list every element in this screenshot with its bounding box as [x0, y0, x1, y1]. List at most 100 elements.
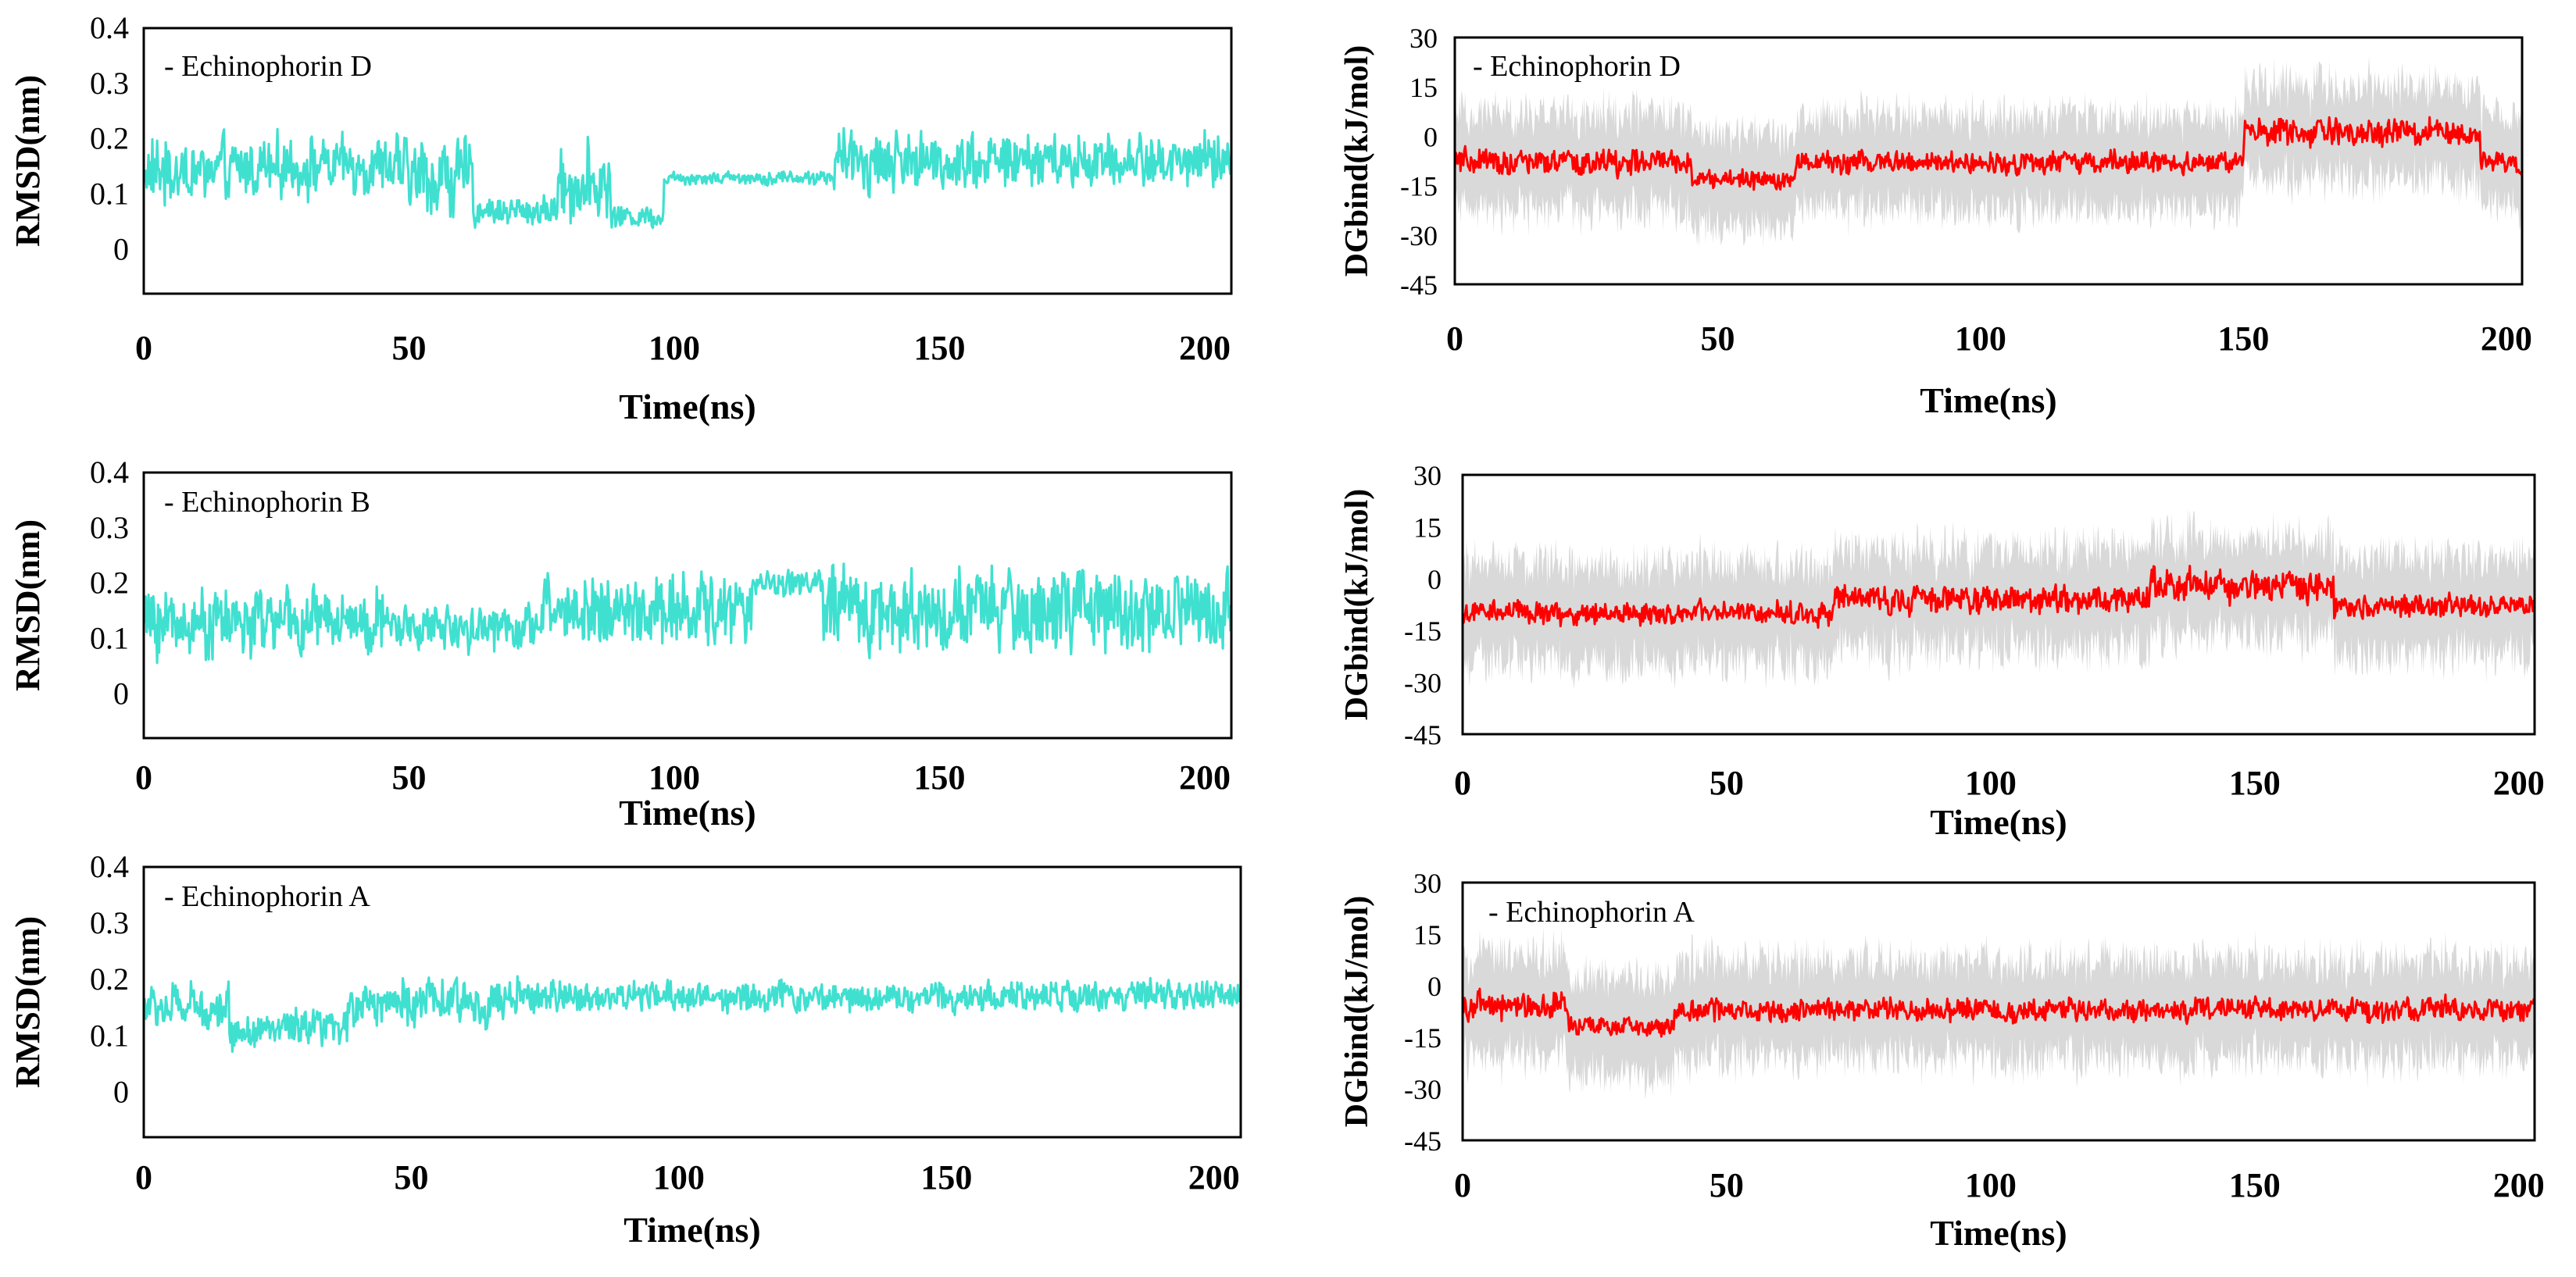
x-tick-label: 150	[920, 1158, 972, 1197]
x-tick-label: 50	[1700, 319, 1735, 358]
x-tick-label: 100	[648, 329, 700, 367]
y-tick-label: 0	[1427, 564, 1442, 595]
x-tick-label: 150	[2229, 764, 2281, 802]
y-tick-label: 0.1	[90, 177, 129, 212]
x-tick-label: 50	[394, 1158, 428, 1197]
y-tick-label: -45	[1404, 1125, 1442, 1157]
x-tick-label: 0	[135, 329, 152, 367]
series-dgbind	[1463, 987, 2535, 1038]
x-tick-label: 100	[1965, 1166, 2017, 1204]
y-tick-label: 15	[1413, 919, 1442, 951]
x-tick-label: 200	[2493, 764, 2545, 802]
chart-dg_b: 0 50 100 150 200 -45 -30 -15 0 15 30 Time(ns) DGbind…	[1339, 460, 2545, 842]
y-tick-label: 0.3	[90, 905, 129, 940]
y-tick-label: 15	[1413, 512, 1442, 543]
series-rmsd	[144, 127, 1231, 230]
y-axis-label: DGbind(kJ/mol)	[1339, 45, 1375, 276]
y-tick-label: 0	[113, 1074, 129, 1109]
x-tick-label: 100	[653, 1158, 705, 1197]
chart-dg_a: 0 50 100 150 200 -45 -30 -15 0 15 30 Time(ns) DGbind…	[1339, 868, 2545, 1253]
x-tick-label: 150	[2217, 319, 2269, 358]
series-dgbind	[1463, 565, 2535, 630]
y-tick-label: 0.3	[90, 510, 129, 545]
series-dgbind	[1455, 116, 2522, 191]
y-tick-label: 15	[1409, 72, 1438, 103]
y-tick-label: -30	[1400, 220, 1438, 251]
x-axis-label: Time(ns)	[619, 387, 756, 426]
y-axis-label: RMSD(nm)	[9, 75, 47, 247]
x-tick-label: 0	[135, 758, 152, 797]
y-tick-label: 30	[1409, 23, 1438, 54]
y-tick-label: 0	[113, 676, 129, 711]
x-tick-label: 50	[392, 758, 427, 797]
plot-frame	[1461, 881, 2536, 1142]
x-axis-label: Time(ns)	[1920, 380, 2057, 420]
y-tick-label: -30	[1404, 1074, 1442, 1105]
series-rmsd	[144, 975, 1241, 1053]
x-tick-label: 150	[914, 758, 966, 797]
legend-label: - Echinophorin A	[1488, 896, 1695, 929]
x-tick-label: 100	[1955, 319, 2006, 358]
y-tick-label: 0.4	[90, 849, 129, 884]
y-tick-label: 0.4	[90, 10, 129, 45]
x-tick-label: 0	[1454, 1166, 1471, 1204]
legend-label: - Echinophorin D	[164, 50, 372, 83]
y-tick-label: 0	[1427, 971, 1442, 1002]
plot-frame	[142, 27, 1233, 295]
y-tick-label: -45	[1404, 719, 1442, 751]
y-axis-label: RMSD(nm)	[9, 519, 47, 691]
plot-frame	[1461, 473, 2536, 736]
x-tick-label: 200	[1188, 1158, 1240, 1197]
y-tick-label: -15	[1400, 171, 1438, 202]
chart-rmsd_a: 0 50 100 150 200 0 0.1 0.2 0.3 0.4 Time(ns) RMSD(nm…	[9, 849, 1242, 1250]
y-tick-label: 0.1	[90, 621, 129, 656]
x-tick-label: 0	[135, 1158, 152, 1197]
x-tick-label: 100	[648, 758, 700, 797]
chart-rmsd_b: 0 50 100 150 200 0 0.1 0.2 0.3 0.4 Time(ns) RMSD(nm…	[9, 455, 1233, 833]
y-tick-label: 30	[1413, 460, 1442, 491]
y-tick-label: 0.2	[90, 121, 129, 156]
x-tick-label: 100	[1965, 764, 2017, 802]
legend-label: - Echinophorin B	[164, 486, 370, 519]
plot-frame	[142, 865, 1242, 1139]
y-axis-label: DGbind(kJ/mol)	[1339, 896, 1375, 1127]
x-axis-label: Time(ns)	[1930, 802, 2067, 842]
x-tick-label: 0	[1454, 764, 1471, 802]
y-tick-label: 30	[1413, 868, 1442, 899]
plot-frame	[1453, 36, 2524, 286]
legend-label: - Echinophorin D	[1473, 50, 1681, 83]
series-rmsd	[144, 562, 1231, 665]
y-axis-label: RMSD(nm)	[9, 916, 47, 1088]
x-axis-label: Time(ns)	[619, 793, 756, 833]
y-tick-label: 0.1	[90, 1018, 129, 1053]
y-tick-label: 0.2	[90, 961, 129, 997]
y-tick-label: 0.4	[90, 455, 129, 490]
x-tick-label: 50	[1710, 1166, 1744, 1204]
y-tick-label: -15	[1404, 1022, 1442, 1054]
legend-label: - Echinophorin A	[164, 880, 370, 913]
series-dgbind-range	[1455, 56, 2522, 248]
x-tick-label: 150	[914, 329, 966, 367]
chart-rmsd_d: 0 50 100 150 200 0 0.1 0.2 0.3 0.4 Time(ns) RMSD(nm…	[9, 10, 1233, 426]
x-tick-label: 200	[1179, 758, 1231, 797]
x-tick-label: 0	[1446, 319, 1463, 358]
x-tick-label: 50	[1710, 764, 1744, 802]
chart-dg_d: 0 50 100 150 200 -45 -30 -15 0 15 30 Time(ns) DGbind…	[1339, 23, 2532, 420]
y-tick-label: 0	[1424, 121, 1438, 152]
x-axis-label: Time(ns)	[1930, 1213, 2067, 1253]
y-tick-label: 0	[113, 231, 129, 266]
y-tick-label: -15	[1404, 615, 1442, 647]
plot-frame	[142, 471, 1233, 740]
y-tick-label: 0.3	[90, 66, 129, 101]
y-tick-label: 0.2	[90, 565, 129, 601]
y-tick-label: -30	[1404, 668, 1442, 699]
x-tick-label: 200	[2481, 319, 2532, 358]
x-tick-label: 200	[2493, 1166, 2545, 1204]
y-tick-label: -45	[1400, 269, 1438, 301]
x-axis-label: Time(ns)	[623, 1210, 761, 1250]
x-tick-label: 200	[1179, 329, 1231, 367]
x-tick-label: 50	[392, 329, 427, 367]
y-axis-label: DGbind(kJ/mol)	[1339, 489, 1375, 720]
x-tick-label: 150	[2229, 1166, 2281, 1204]
